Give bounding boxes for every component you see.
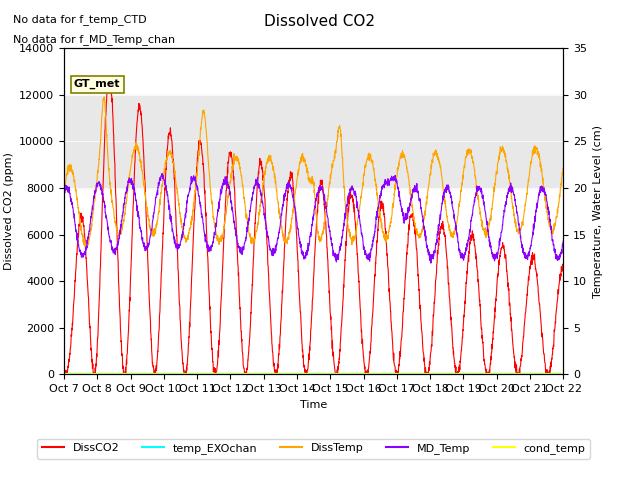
Legend: DissCO2, temp_EXOchan, DissTemp, MD_Temp, cond_temp: DissCO2, temp_EXOchan, DissTemp, MD_Temp… <box>37 439 590 458</box>
X-axis label: Time: Time <box>300 400 327 409</box>
Text: Dissolved CO2: Dissolved CO2 <box>264 14 376 29</box>
Text: GT_met: GT_met <box>74 79 120 89</box>
Y-axis label: Temperature, Water Level (cm): Temperature, Water Level (cm) <box>593 125 603 298</box>
Bar <box>64 95 563 188</box>
Text: No data for f_temp_CTD: No data for f_temp_CTD <box>13 14 147 25</box>
Y-axis label: Dissolved CO2 (ppm): Dissolved CO2 (ppm) <box>4 152 13 270</box>
Text: No data for f_MD_Temp_chan: No data for f_MD_Temp_chan <box>13 34 175 45</box>
